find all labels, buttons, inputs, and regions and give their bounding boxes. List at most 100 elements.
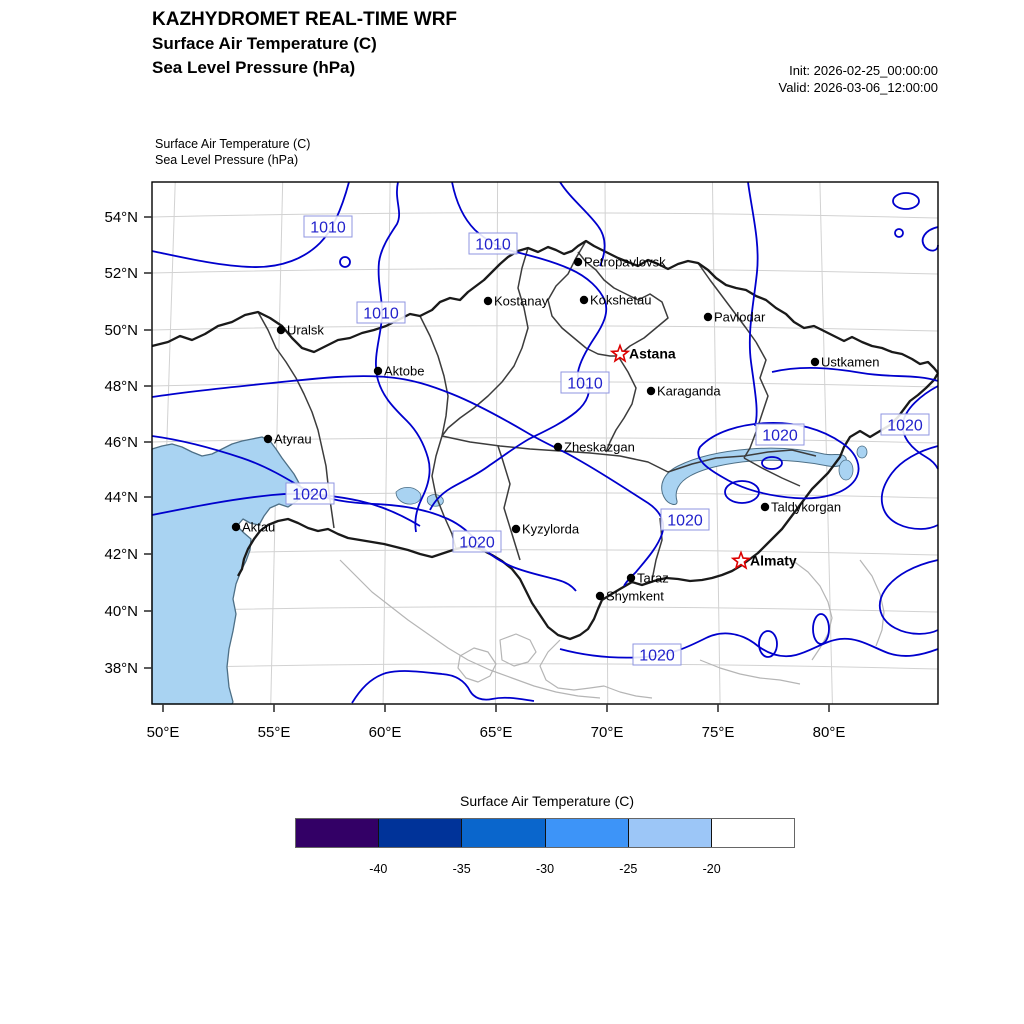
lon-tick-label: 80°E (813, 724, 846, 741)
pressure-label-box (356, 301, 406, 324)
lake-alakol (838, 459, 854, 481)
colorbar-tick-label: -30 (535, 862, 555, 876)
colorbar (295, 818, 795, 848)
graticule-parallel (151, 606, 939, 613)
neighbor-country-borders (339, 559, 885, 699)
lon-tick-label: 60°E (369, 724, 402, 741)
colorbar-cell (711, 819, 795, 847)
city-label: Ustkamen (821, 355, 880, 370)
title-variable-2: Sea Level Pressure (hPa) (152, 58, 356, 77)
latitude-axis: 54°N 52°N 50°N 48°N 46°N 44°N 42°N 40°N 38°N (104, 209, 152, 677)
city-label: Taldykorgan (771, 500, 841, 515)
colorbar-cell (462, 819, 546, 847)
graticule-meridian (382, 181, 391, 705)
pressure-label-box (285, 482, 335, 505)
pressure-label: 1020 (459, 535, 495, 552)
city-label: Uralsk (287, 323, 324, 338)
pressure-label-box (632, 643, 682, 666)
lon-tick-label: 70°E (591, 724, 624, 741)
city-label: Karaganda (657, 384, 721, 399)
pressure-label-box (468, 232, 518, 255)
valid-time: Valid: 2026-03-06_12:00:00 (778, 80, 939, 95)
lon-tick-label: 65°E (480, 724, 513, 741)
graticule-meridian (494, 181, 499, 705)
city-markers: Petropavlovsk Kostanay Kokshetau Pavlodar Ur… (231, 255, 880, 604)
lake-balkhash (661, 447, 847, 505)
city-label: Petropavlovsk (584, 255, 666, 270)
aral-sea (395, 486, 422, 505)
lat-tick-label: 54°N (104, 209, 138, 226)
colorbar-tick-label: -40 (369, 862, 388, 876)
run-info: Init: 2026-02-25_00:00:00 Valid: 2026-03… (779, 62, 939, 96)
city-dot-icon (810, 357, 820, 367)
pressure-label: 1020 (639, 648, 675, 665)
colorbar-tick-label: -20 (702, 862, 721, 876)
graticule-grid (151, 181, 939, 705)
lat-tick-label: 44°N (104, 489, 138, 506)
city-dot-icon (646, 386, 656, 396)
init-time: Init: 2026-02-25_00:00:00 (789, 63, 938, 78)
plot-subtitle: Surface Air Temperature (C) Sea Level Pr… (155, 136, 310, 168)
pressure-contour-labels: 1010 1010 1010 1010 1020 1020 1020 1020 1020 1020 (285, 215, 930, 666)
city-dot-icon (626, 573, 636, 583)
graticule-meridian (270, 181, 284, 705)
colorbar-cell (379, 819, 463, 847)
city-label: Kyzylorda (522, 522, 580, 537)
pressure-label: 1010 (567, 376, 603, 393)
city-dot-icon (263, 434, 273, 444)
lat-tick-label: 50°N (104, 322, 138, 339)
longitude-axis: 50°E 55°E 60°E 65°E 70°E 75°E 80°E (147, 704, 846, 741)
lat-tick-label: 52°N (104, 265, 138, 282)
kazakhstan-border (151, 239, 939, 641)
city-label: Zheskazgan (564, 440, 635, 455)
colorbar-cell (545, 819, 629, 847)
city-dot-icon (373, 366, 383, 376)
pressure-label: 1010 (363, 306, 399, 323)
pressure-label: 1020 (667, 513, 703, 530)
pressure-label: 1020 (292, 487, 328, 504)
city-dot-icon (703, 312, 713, 322)
pressure-label-box (880, 413, 930, 436)
pressure-contours (151, 181, 939, 704)
city-label: Aktau (242, 520, 275, 535)
administrative-borders (151, 239, 939, 641)
city-dot-icon (553, 442, 563, 452)
lat-tick-label: 46°N (104, 434, 138, 451)
city-dot-icon (579, 295, 589, 305)
colorbar-title: Surface Air Temperature (C) (459, 793, 635, 809)
city-label: Atyrau (274, 432, 312, 447)
lat-tick-label: 40°N (104, 603, 138, 620)
lon-tick-label: 55°E (258, 724, 291, 741)
map-frame (151, 181, 939, 705)
colorbar-tick-label: -25 (619, 862, 638, 876)
pressure-label: 1010 (475, 237, 511, 254)
city-label: Almaty (750, 553, 797, 569)
city-star-icon (730, 550, 752, 570)
graticule-parallel (151, 663, 939, 670)
page-title: KAZHYDROMET REAL-TIME WRF (152, 9, 458, 30)
city-dot-icon (595, 591, 605, 601)
lon-tick-label: 75°E (702, 724, 735, 741)
city-label: Kokshetau (590, 293, 651, 308)
lon-tick-label: 50°E (147, 724, 180, 741)
subtitle-line-1: Surface Air Temperature (C) (155, 137, 311, 151)
graticule-parallel (151, 268, 939, 275)
pressure-label: 1020 (762, 428, 798, 445)
city-label: Aktobe (384, 364, 424, 379)
colorbar-cell (628, 819, 712, 847)
city-star-icon (609, 343, 631, 363)
pressure-label-box (560, 371, 610, 394)
pressure-label-box (303, 215, 353, 238)
pressure-label-box (755, 423, 805, 446)
city-label: Shymkent (606, 589, 664, 604)
city-dot-icon (511, 524, 521, 534)
city-dot-icon (573, 257, 583, 267)
lake-sasykkol (856, 445, 868, 459)
city-label: Astana (629, 346, 676, 362)
title-variable-1: Surface Air Temperature (C) (152, 34, 377, 53)
graticule-meridian (604, 181, 609, 705)
city-label: Pavlodar (714, 310, 766, 325)
subtitle-line-2: Sea Level Pressure (hPa) (155, 153, 299, 167)
